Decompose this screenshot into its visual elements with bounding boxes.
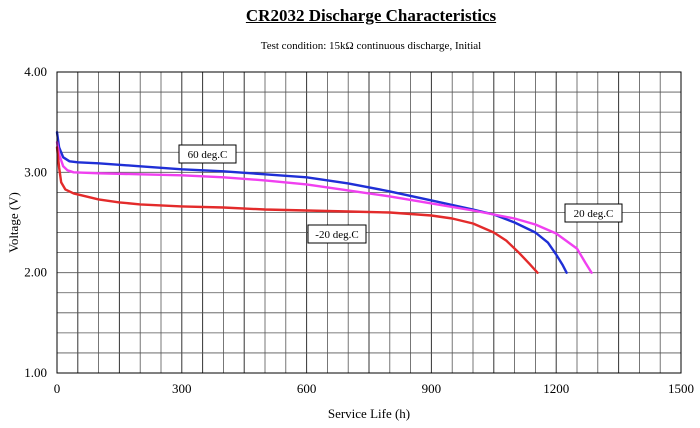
grid: [56, 71, 682, 374]
y-tick-label: 3.00: [24, 164, 47, 179]
annotation-box: [178, 144, 237, 164]
axis-ticks: 0 300 600 900 1200 1500 1.00 2.00 3.00 4.00: [24, 64, 694, 396]
y-tick-label: 1.00: [24, 365, 47, 380]
series-line-20-deg-c: [55, 141, 593, 274]
y-tick-label: 4.00: [24, 64, 47, 79]
x-tick-label: 300: [172, 381, 192, 396]
annotation-60-deg-c: 60 deg.C: [178, 144, 237, 164]
y-tick-label: 2.00: [24, 265, 47, 280]
annotation-20-deg-c: 20 deg.C: [564, 203, 623, 223]
x-tick-label: 900: [422, 381, 442, 396]
plot-frame: [56, 71, 682, 374]
series-line-60-deg-c: [55, 131, 568, 274]
annotation-text: -20 deg.C: [315, 229, 358, 241]
annotation-text: 20 deg.C: [574, 208, 614, 220]
chart-subtitle: Test condition: 15kΩ continuous discharg…: [260, 40, 482, 52]
x-axis-label: Service Life (h): [328, 406, 410, 421]
annotation-20-deg-c: -20 deg.C: [307, 224, 367, 244]
x-tick-label: 600: [297, 381, 317, 396]
y-axis-label: Voltage (V): [6, 192, 21, 253]
annotation-text: 60 deg.C: [188, 149, 228, 161]
series-line-20-deg-c: [55, 146, 539, 274]
chart-title: CR2032 Discharge Characteristics: [245, 6, 497, 25]
x-tick-label: 0: [54, 381, 61, 396]
x-tick-label: 1200: [543, 381, 569, 396]
annotation-box: [564, 203, 623, 223]
series-lines: [55, 131, 593, 274]
annotation-box: [307, 224, 367, 244]
x-tick-label: 1500: [668, 381, 694, 396]
annotation-labels: 60 deg.C 20 deg.C -20 deg.C: [178, 144, 623, 244]
